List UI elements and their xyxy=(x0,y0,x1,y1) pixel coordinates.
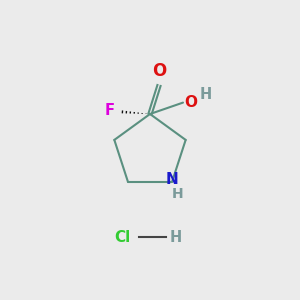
Text: O: O xyxy=(184,95,197,110)
Text: H: H xyxy=(172,188,183,201)
Text: O: O xyxy=(152,62,166,80)
Text: N: N xyxy=(166,172,178,187)
Text: Cl: Cl xyxy=(114,230,130,244)
Text: H: H xyxy=(169,230,182,244)
Text: F: F xyxy=(105,103,115,118)
Text: H: H xyxy=(200,87,212,102)
